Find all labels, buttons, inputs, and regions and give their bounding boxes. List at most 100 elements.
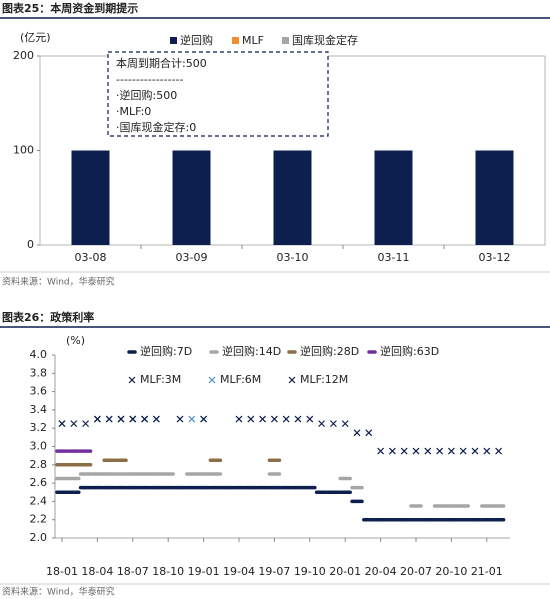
legend-label: MLF:6M	[220, 373, 261, 386]
legend-swatch	[282, 37, 289, 44]
x-tick-label: 18-04	[81, 565, 113, 578]
marker	[152, 415, 160, 423]
source: 资料来源：Wind，华泰研究	[2, 586, 115, 598]
marker	[200, 415, 208, 423]
x-tick-label: 18-10	[152, 565, 184, 578]
x-tick-label: 20-07	[400, 565, 432, 578]
legend-swatch	[170, 37, 177, 44]
bar	[172, 150, 211, 245]
y-tick-label: 2.4	[30, 494, 48, 507]
source: 资料来源：Wind，华泰研究	[2, 276, 115, 288]
marker	[424, 447, 432, 455]
annotation-line: -----------------	[116, 73, 184, 86]
marker	[459, 447, 467, 455]
marker	[58, 420, 66, 428]
legend-label: 逆回购:63D	[380, 344, 439, 358]
y-tick-label: 2.0	[30, 531, 48, 544]
marker	[447, 447, 455, 455]
marker	[400, 447, 408, 455]
x-tick-label: 19-10	[294, 565, 326, 578]
marker	[93, 415, 101, 423]
x-tick-label: 20-01	[329, 565, 361, 578]
chart-title: 图表26：政策利率	[2, 310, 94, 324]
y-axis-label: (%)	[66, 334, 85, 347]
x-tick-label: 03-08	[75, 251, 107, 264]
marker	[282, 415, 290, 423]
marker	[483, 447, 491, 455]
marker	[129, 415, 137, 423]
x-tick-label: 21-01	[471, 565, 503, 578]
y-tick-label: 100	[13, 144, 34, 157]
marker	[306, 415, 314, 423]
marker	[235, 415, 243, 423]
legend-swatch	[232, 37, 239, 44]
y-tick-label: 2.2	[30, 513, 48, 526]
x-tick-label: 19-01	[188, 565, 220, 578]
legend-marker	[128, 376, 136, 384]
legend-label: MLF:12M	[300, 373, 348, 386]
y-tick-label: 3.6	[30, 385, 48, 398]
marker	[388, 447, 396, 455]
annotation-line: ·逆回购:500	[116, 88, 177, 102]
y-tick-label: 0	[27, 238, 34, 251]
marker	[436, 447, 444, 455]
marker	[141, 415, 149, 423]
marker	[259, 415, 267, 423]
marker	[329, 420, 337, 428]
marker	[412, 447, 420, 455]
chart-1: 图表25：本周资金到期提示 (亿元) 资料来源：Wind，华泰研究	[0, 1, 550, 288]
marker	[105, 415, 113, 423]
marker	[377, 447, 385, 455]
annotation-line: 本周到期合计:500	[116, 56, 207, 70]
y-tick-label: 4.0	[30, 348, 48, 361]
x-tick-label: 03-11	[378, 251, 410, 264]
legend-marker	[208, 376, 216, 384]
x-tick-label: 19-07	[258, 565, 290, 578]
x-tick-label: 03-12	[479, 251, 511, 264]
marker	[495, 447, 503, 455]
marker	[353, 429, 361, 437]
legend-label: 逆回购:7D	[140, 344, 192, 358]
marker	[294, 415, 302, 423]
bar	[374, 150, 413, 245]
legend-label: 国库现金定存	[292, 33, 358, 47]
y-tick-label: 3.0	[30, 440, 48, 453]
marker	[176, 415, 184, 423]
x-tick-label: 20-10	[435, 565, 467, 578]
annotation-line: ·MLF:0	[116, 105, 151, 118]
x-tick-label: 03-09	[176, 251, 208, 264]
chart-title: 图表25：本周资金到期提示	[2, 1, 138, 15]
marker	[365, 429, 373, 437]
y-tick-label: 2.8	[30, 458, 48, 471]
marker	[341, 420, 349, 428]
y-tick-label: 200	[13, 49, 34, 62]
legend-label: MLF:3M	[140, 373, 181, 386]
marker	[188, 415, 196, 423]
y-tick-label: 3.8	[30, 366, 48, 379]
chart-2: 图表26：政策利率 (%) 资料来源：Wind，华泰研究	[0, 310, 550, 598]
marker	[471, 447, 479, 455]
y-tick-label: 3.4	[30, 403, 48, 416]
x-tick-label: 03-10	[277, 251, 309, 264]
legend-label: 逆回购:14D	[222, 344, 281, 358]
legend-marker	[288, 376, 296, 384]
x-tick-label: 20-04	[365, 565, 397, 578]
y-tick-label: 3.2	[30, 421, 48, 434]
legend-label: 逆回购:28D	[300, 344, 359, 358]
x-tick-label: 18-01	[46, 565, 78, 578]
marker	[247, 415, 255, 423]
marker	[270, 415, 278, 423]
legend-label: MLF	[242, 34, 264, 47]
marker	[82, 420, 90, 428]
legend-label: 逆回购	[180, 33, 213, 47]
annotation-box	[107, 51, 329, 137]
annotation-line: ·国库现金定存:0	[116, 120, 196, 134]
bar	[273, 150, 312, 245]
y-axis-label: (亿元)	[20, 31, 51, 44]
x-tick-label: 19-04	[223, 565, 255, 578]
marker	[318, 420, 326, 428]
marker	[117, 415, 125, 423]
marker	[70, 420, 78, 428]
y-tick-label: 2.6	[30, 476, 48, 489]
